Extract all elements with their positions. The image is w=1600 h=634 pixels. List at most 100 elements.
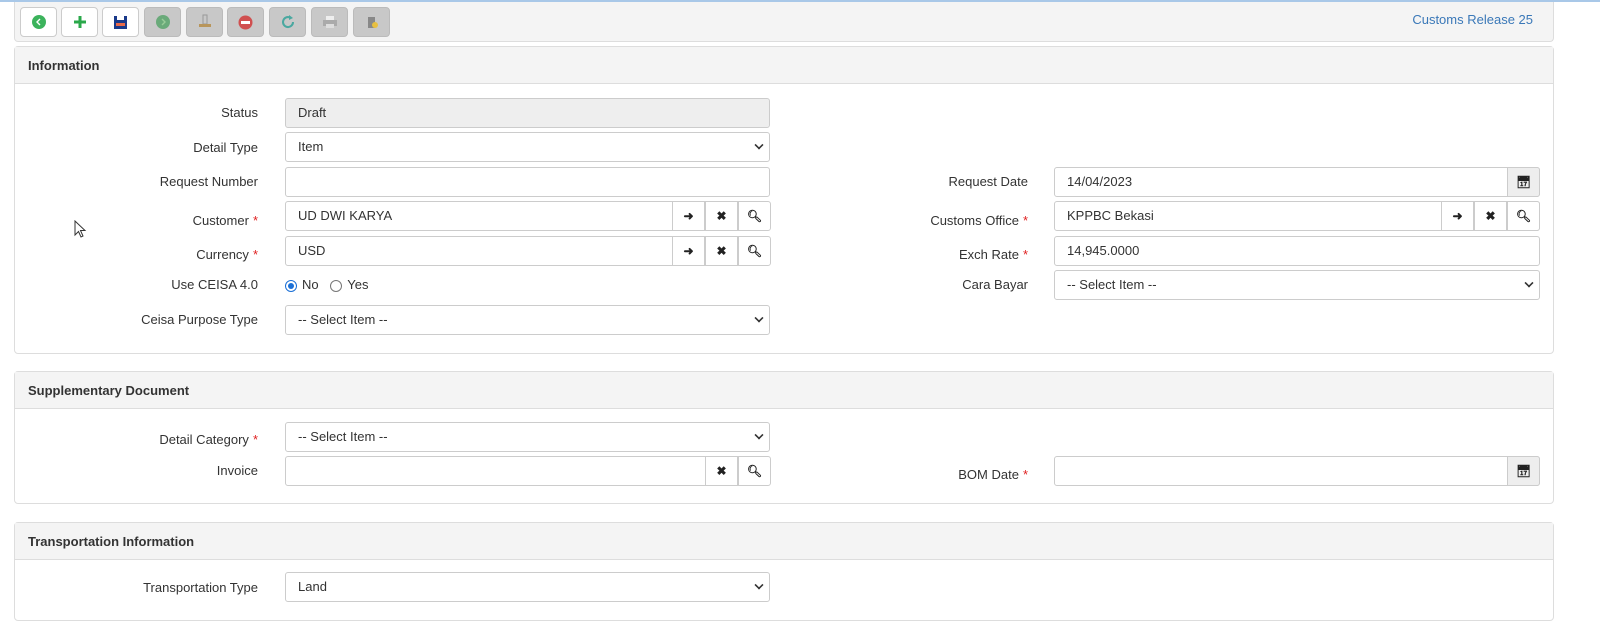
request-number-label: Request Number (159, 174, 258, 189)
clear-customer-button[interactable]: ✖ (705, 201, 738, 231)
sign-in-icon: ➜ (1452, 209, 1463, 223)
invoice-input[interactable]: ✖ 🔍︎ (285, 456, 771, 486)
detail-category-label-text: Detail Category (159, 432, 249, 447)
search-icon: 🔍︎ (1515, 209, 1532, 223)
add-button[interactable] (61, 7, 98, 37)
information-panel: Information (14, 46, 1554, 354)
detail-category-select[interactable]: -- Select Item -- (285, 422, 770, 452)
customs-office-label: Customs Office * (830, 213, 1028, 228)
select-currency-button[interactable]: ➜ (672, 236, 705, 266)
floppy-disk-icon (114, 15, 127, 29)
required-mark: * (252, 213, 258, 228)
printer-icon (322, 16, 337, 28)
search-currency-button[interactable]: 🔍︎ (738, 236, 771, 266)
search-customs-office-button[interactable]: 🔍︎ (1507, 201, 1540, 231)
chevron-down-icon (754, 140, 764, 150)
close-icon: ✖ (1485, 209, 1496, 223)
detail-type-label: Detail Type (193, 140, 258, 155)
bom-date-input[interactable]: 📅︎ (1054, 456, 1540, 486)
status-field: Draft (285, 98, 770, 128)
page-title: Customs Release 25 (1412, 12, 1533, 27)
back-button[interactable] (20, 7, 57, 37)
exch-rate-input[interactable]: 14,945.0000 (1054, 236, 1540, 266)
chevron-down-icon (1524, 278, 1534, 288)
search-icon: 🔍︎ (746, 209, 763, 223)
transportation-type-label: Transportation Type (143, 580, 258, 595)
ceisa-purpose-label: Ceisa Purpose Type (141, 312, 258, 327)
required-mark: * (252, 247, 258, 262)
no-entry-icon (238, 15, 253, 29)
bom-date-label-text: BOM Date (958, 467, 1019, 482)
required-mark: * (1022, 467, 1028, 482)
chevron-down-icon (754, 580, 764, 590)
close-icon: ✖ (716, 464, 727, 478)
use-ceisa-label: Use CEISA 4.0 (171, 277, 258, 292)
required-mark: * (1022, 247, 1028, 262)
stamp-icon (198, 14, 211, 27)
exch-rate-label-text: Exch Rate (958, 247, 1019, 262)
exch-rate-label: Exch Rate * (830, 247, 1028, 262)
required-mark: * (252, 432, 258, 447)
stamp-button[interactable] (186, 7, 223, 37)
close-icon: ✖ (716, 244, 727, 258)
customer-label: Customer * (60, 213, 258, 228)
refresh-icon (281, 15, 294, 29)
required-mark: * (1022, 213, 1028, 228)
use-ceisa-yes-radio[interactable] (330, 279, 343, 292)
customer-label-text: Customer (192, 213, 249, 228)
currency-value: USD (298, 243, 326, 258)
request-number-input[interactable] (285, 167, 770, 197)
bom-date-label: BOM Date * (830, 467, 1028, 482)
delete-button[interactable] (353, 7, 390, 37)
calendar-icon: 📅︎ (1515, 175, 1532, 189)
customer-input[interactable]: UD DWI KARYA ➜ ✖ 🔍︎ (285, 201, 771, 231)
transportation-type-select[interactable]: Land (285, 572, 770, 602)
calendar-button[interactable]: 📅︎ (1507, 456, 1540, 486)
select-customer-button[interactable]: ➜ (672, 201, 705, 231)
select-customs-office-button[interactable]: ➜ (1441, 201, 1474, 231)
customs-office-input[interactable]: KPPBC Bekasi ➜ ✖ 🔍︎ (1054, 201, 1540, 231)
request-date-input[interactable]: 14/04/2023 📅︎ (1054, 167, 1540, 197)
plus-icon (73, 16, 86, 28)
currency-input[interactable]: USD ➜ ✖ 🔍︎ (285, 236, 771, 266)
currency-label: Currency * (60, 247, 258, 262)
clear-currency-button[interactable]: ✖ (705, 236, 738, 266)
calendar-icon: 📅︎ (1515, 464, 1532, 478)
refresh-button[interactable] (269, 7, 306, 37)
save-button[interactable] (102, 7, 139, 37)
ceisa-purpose-value: -- Select Item -- (298, 312, 388, 327)
use-ceisa-no-radio[interactable] (285, 279, 297, 292)
clear-customs-office-button[interactable]: ✖ (1474, 201, 1507, 231)
chevron-right-circle-icon (155, 15, 170, 29)
detail-category-value: -- Select Item -- (298, 429, 388, 444)
invoice-label: Invoice (216, 463, 258, 478)
sign-in-icon: ➜ (683, 209, 694, 223)
ceisa-purpose-select[interactable]: -- Select Item -- (285, 305, 770, 335)
request-date-value: 14/04/2023 (1067, 174, 1133, 189)
detail-category-label: Detail Category * (60, 432, 258, 447)
search-icon: 🔍︎ (746, 244, 763, 258)
search-icon: 🔍︎ (746, 464, 763, 478)
detail-type-select[interactable]: Item (285, 132, 770, 162)
customs-office-label-text: Customs Office (930, 213, 1019, 228)
clear-invoice-button[interactable]: ✖ (705, 456, 738, 486)
mouse-cursor-icon (74, 220, 87, 238)
search-invoice-button[interactable]: 🔍︎ (738, 456, 771, 486)
trash-icon (367, 17, 378, 28)
print-button[interactable] (311, 7, 348, 37)
currency-label-text: Currency (196, 247, 249, 262)
request-date-label: Request Date (948, 174, 1029, 189)
radio-label-yes: Yes (347, 277, 369, 292)
search-customer-button[interactable]: 🔍︎ (738, 201, 771, 231)
calendar-button[interactable]: 📅︎ (1507, 167, 1540, 197)
radio-label-no: No (302, 277, 319, 292)
section-title: Transportation Information (15, 523, 1553, 560)
customer-value: UD DWI KARYA (298, 208, 393, 223)
status-label: Status (221, 105, 258, 120)
cancel-button[interactable] (227, 7, 264, 37)
use-ceisa-radio-group: No Yes (285, 277, 368, 292)
supplementary-panel: Supplementary Document (14, 371, 1554, 504)
cara-bayar-value: -- Select Item -- (1067, 277, 1157, 292)
cara-bayar-select[interactable]: -- Select Item -- (1054, 270, 1540, 300)
next-button[interactable] (144, 7, 181, 37)
